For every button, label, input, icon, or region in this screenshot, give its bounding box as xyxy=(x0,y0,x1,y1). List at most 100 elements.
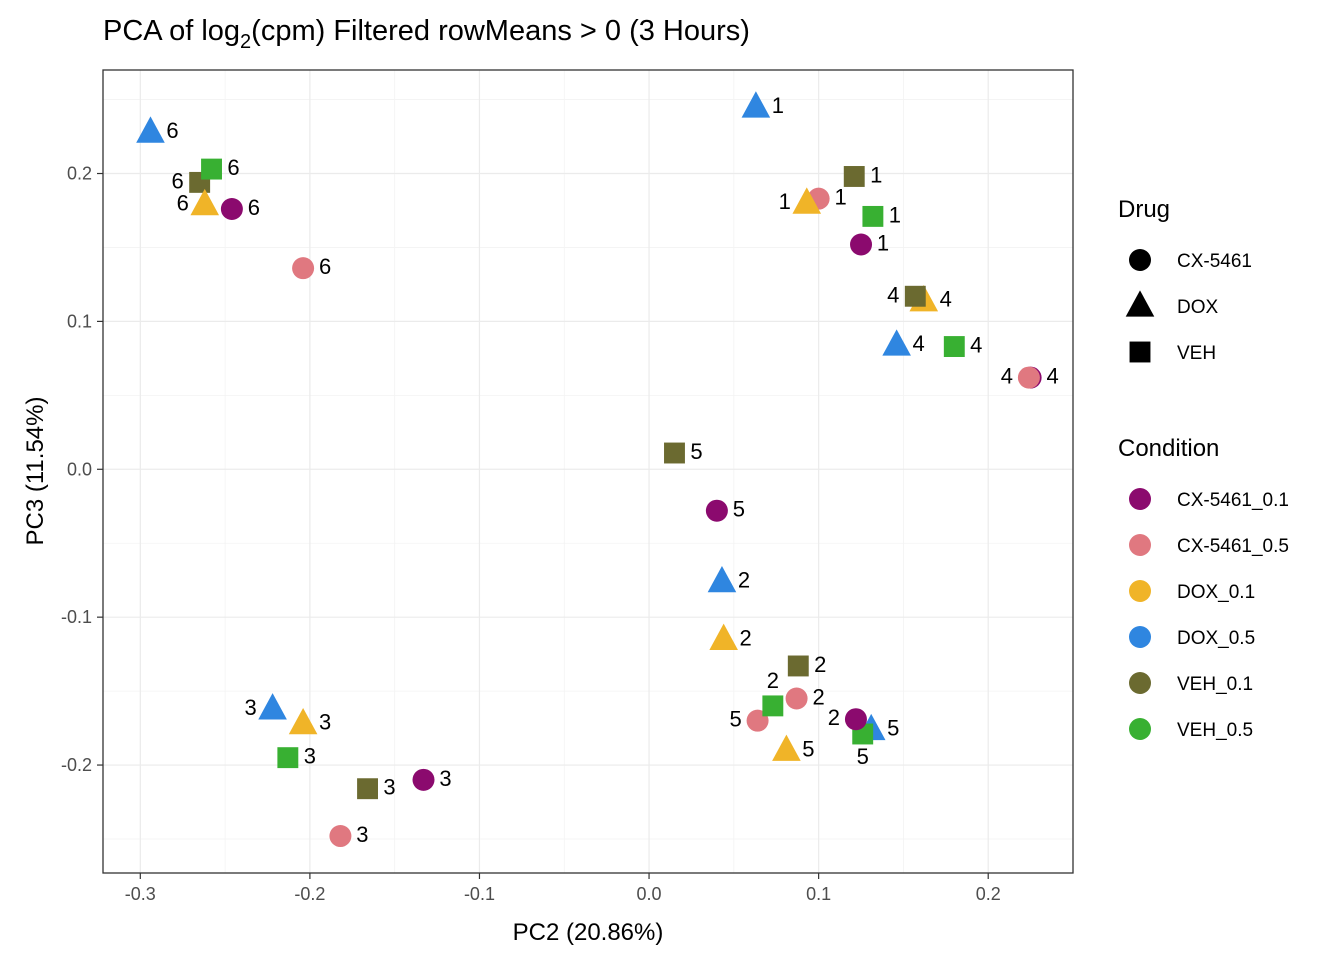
point-label: 1 xyxy=(877,231,889,256)
color-legend-key xyxy=(1129,718,1151,740)
x-axis-title: PC2 (20.86%) xyxy=(513,919,664,946)
color-legend-key xyxy=(1129,626,1151,648)
point-label: 1 xyxy=(779,189,791,214)
data-point xyxy=(412,768,435,791)
data-point xyxy=(136,116,165,143)
data-point xyxy=(792,187,822,214)
data-point xyxy=(190,188,220,216)
shape-legend-label: CX-5461 xyxy=(1177,251,1252,272)
data-points xyxy=(136,91,1042,848)
data-point xyxy=(843,166,865,187)
point-label: 3 xyxy=(356,822,368,847)
chart-title-main: PCA of log xyxy=(103,15,240,47)
point-label: 4 xyxy=(1001,364,1013,389)
x-tick-label: -0.3 xyxy=(125,884,156,904)
point-label: 5 xyxy=(887,716,899,741)
x-tick-label: 0.2 xyxy=(976,884,1001,904)
color-legend-label: DOX_0.1 xyxy=(1177,582,1255,603)
color-legend-label: DOX_0.5 xyxy=(1177,628,1255,649)
data-point xyxy=(882,329,911,356)
point-label: 5 xyxy=(729,707,741,732)
point-label: 3 xyxy=(244,695,256,720)
point-label: 1 xyxy=(870,162,882,187)
point-label: 5 xyxy=(802,736,814,761)
data-point xyxy=(288,707,318,735)
point-label: 2 xyxy=(767,668,779,693)
color-legend-label: CX-5461_0.5 xyxy=(1177,536,1289,557)
data-point xyxy=(277,747,299,769)
point-label: 3 xyxy=(304,744,316,769)
point-label: 2 xyxy=(828,705,840,730)
x-axis: -0.3 -0.2 -0.1 0.0 0.1 0.2 xyxy=(125,873,1001,904)
point-label: 4 xyxy=(1046,364,1058,389)
point-label: 4 xyxy=(970,333,982,358)
point-label: 5 xyxy=(733,497,745,522)
shape-legend-label: DOX xyxy=(1177,297,1219,318)
point-label: 6 xyxy=(319,254,331,279)
point-label: 4 xyxy=(913,331,925,356)
point-label: 2 xyxy=(738,568,750,593)
data-point xyxy=(943,336,965,357)
point-label: 6 xyxy=(177,191,189,216)
point-label: 5 xyxy=(690,439,702,464)
color-legend: Condition CX-5461_0.1 CX-5461_0.5 DOX_0.1 D… xyxy=(1118,435,1289,741)
shape-legend-label: VEH xyxy=(1177,343,1216,364)
y-tick-label: 0.0 xyxy=(67,459,92,479)
data-point xyxy=(707,565,737,593)
data-point xyxy=(787,655,809,677)
point-label: 3 xyxy=(439,766,451,791)
point-label: 6 xyxy=(227,155,239,180)
y-axis-title: PC3 (11.54%) xyxy=(22,397,49,546)
plot-background xyxy=(103,70,1073,873)
point-label: 2 xyxy=(740,625,752,650)
data-point xyxy=(762,695,784,717)
data-point xyxy=(862,205,884,227)
data-point xyxy=(772,734,801,761)
chart-title: PCA of log2(cpm) Filtered rowMeans > 0 (… xyxy=(103,15,750,53)
chart-title-subscript: 2 xyxy=(240,31,251,53)
point-label: 3 xyxy=(319,710,331,735)
color-legend-label: VEH_0.5 xyxy=(1177,720,1253,741)
data-point xyxy=(705,499,728,522)
y-tick-label: -0.1 xyxy=(61,607,92,627)
point-label: 5 xyxy=(857,744,869,769)
data-point xyxy=(220,198,243,221)
data-point xyxy=(844,708,867,731)
color-legend-key xyxy=(1129,580,1151,602)
point-label: 1 xyxy=(772,93,784,118)
point-label: 2 xyxy=(812,684,824,709)
x-tick-label: -0.2 xyxy=(294,884,325,904)
data-point xyxy=(709,623,738,650)
data-point xyxy=(741,91,771,118)
point-label: 3 xyxy=(383,775,395,800)
data-point xyxy=(850,233,873,256)
plot-border xyxy=(102,69,1074,874)
point-label: 1 xyxy=(889,202,901,227)
y-tick-label: -0.2 xyxy=(61,755,92,775)
point-label: 2 xyxy=(814,652,826,677)
data-point xyxy=(904,285,926,307)
point-label: 6 xyxy=(172,168,184,193)
x-tick-label: -0.1 xyxy=(464,884,495,904)
point-label: 6 xyxy=(166,118,178,143)
data-point xyxy=(201,158,222,180)
data-point xyxy=(357,778,378,800)
x-tick-label: 0.1 xyxy=(806,884,831,904)
point-label: 4 xyxy=(940,287,952,312)
x-tick-label: 0.0 xyxy=(637,884,662,904)
point-label: 1 xyxy=(835,185,847,210)
shape-legend-title: Drug xyxy=(1118,196,1170,223)
point-label: 6 xyxy=(248,195,260,220)
data-point xyxy=(258,693,287,720)
y-tick-label: 0.1 xyxy=(67,311,92,331)
data-point xyxy=(292,257,315,280)
color-legend-label: CX-5461_0.1 xyxy=(1177,490,1289,511)
data-point xyxy=(329,825,352,848)
color-legend-title: Condition xyxy=(1118,435,1219,462)
shape-legend-key xyxy=(1125,290,1155,317)
data-point xyxy=(664,442,685,464)
y-tick-label: 0.2 xyxy=(67,164,92,184)
